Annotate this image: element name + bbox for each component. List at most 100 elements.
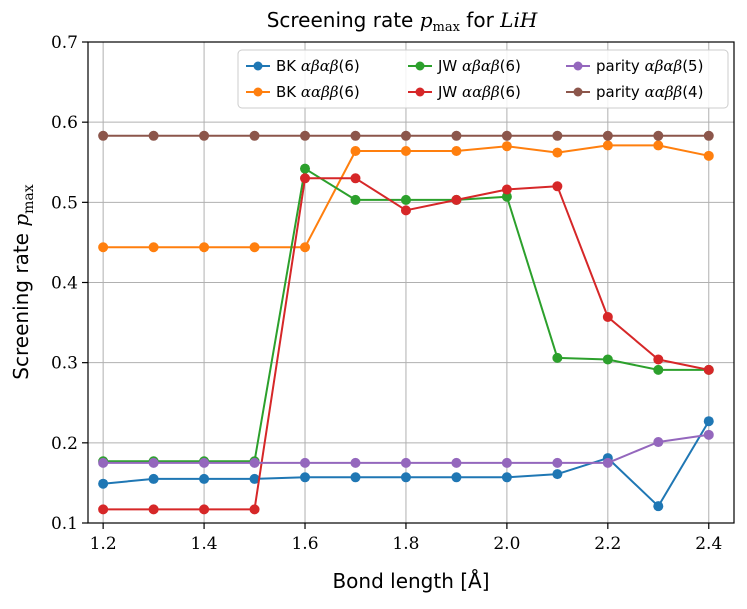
data-point <box>199 504 210 515</box>
axis-ticks: 1.2 1.4 1.6 1.8 2.0 2.2 2.4 0.1 0.2 0.3 0.4 0.5 0.6 0… <box>51 33 722 554</box>
data-point <box>451 130 462 141</box>
y-tick-label: 0.5 <box>51 193 78 213</box>
data-point <box>400 130 411 141</box>
data-point <box>148 242 159 253</box>
data-point <box>350 146 361 157</box>
legend-swatch-marker <box>573 87 583 97</box>
data-point <box>400 205 411 216</box>
series-4 <box>98 429 714 468</box>
legend-entry-bk-abab: BK αβαβ(6) <box>246 57 360 75</box>
data-point <box>98 478 109 489</box>
x-tick-label: 2.4 <box>695 534 722 554</box>
data-point <box>148 130 159 141</box>
data-point <box>703 150 714 161</box>
series-1 <box>98 140 714 253</box>
legend-swatch-marker <box>253 87 263 97</box>
legend-label: BK ααββ(6) <box>276 83 360 101</box>
series-layer <box>98 130 714 515</box>
data-point <box>249 473 260 484</box>
data-point <box>249 504 260 515</box>
data-point <box>653 501 664 512</box>
data-point <box>703 130 714 141</box>
x-tick-label: 1.8 <box>392 534 419 554</box>
legend-box <box>237 49 729 109</box>
x-tick-label: 1.6 <box>291 534 318 554</box>
series-3 <box>98 173 714 515</box>
data-point <box>602 130 613 141</box>
data-point <box>98 130 109 141</box>
data-point <box>249 130 260 141</box>
data-point <box>653 354 664 365</box>
data-point <box>602 354 613 365</box>
data-point <box>451 457 462 468</box>
y-tick-label: 0.1 <box>51 514 78 534</box>
x-tick-label: 1.2 <box>90 534 117 554</box>
data-point <box>300 173 311 184</box>
data-point <box>400 194 411 205</box>
data-point <box>148 473 159 484</box>
data-point <box>199 473 210 484</box>
data-point <box>350 472 361 483</box>
legend-swatch-marker <box>253 61 263 71</box>
data-point <box>552 147 563 158</box>
data-point <box>451 194 462 205</box>
legend-entry-bk-aabb: BK ααββ(6) <box>246 83 360 101</box>
data-point <box>98 504 109 515</box>
x-tick-label: 2.2 <box>594 534 621 554</box>
legend-label: JW ααββ(6) <box>437 83 521 101</box>
data-point <box>451 146 462 157</box>
data-point <box>602 311 613 322</box>
data-point <box>249 242 260 253</box>
data-point <box>300 130 311 141</box>
data-point <box>400 472 411 483</box>
data-point <box>300 242 311 253</box>
y-tick-label: 0.4 <box>51 274 78 294</box>
data-point <box>653 437 664 448</box>
data-point <box>199 457 210 468</box>
data-point <box>148 457 159 468</box>
y-tick-label: 0.2 <box>51 434 78 454</box>
data-point <box>400 457 411 468</box>
series-5 <box>98 130 714 141</box>
data-point <box>552 352 563 363</box>
data-point <box>552 469 563 480</box>
data-point <box>653 130 664 141</box>
chart-title: Screening rate pmax for LiH <box>267 8 538 35</box>
data-point <box>501 472 512 483</box>
data-point <box>653 364 664 375</box>
y-tick-label: 0.6 <box>51 113 78 133</box>
data-point <box>501 130 512 141</box>
legend-entry-parity-aabb: parity ααββ(4) <box>566 83 703 101</box>
data-point <box>350 173 361 184</box>
data-point <box>703 364 714 375</box>
legend-entry-jw-aabb: JW ααββ(6) <box>408 83 521 101</box>
legend: BK αβαβ(6) BK ααββ(6) JW αβαβ(6) JW ααββ… <box>237 49 729 109</box>
data-point <box>501 191 512 202</box>
legend-entry-parity-abab: parity αβαβ(5) <box>566 57 703 75</box>
data-point <box>300 163 311 174</box>
y-tick-label: 0.7 <box>51 33 78 53</box>
legend-swatch-marker <box>573 61 583 71</box>
legend-label: BK αβαβ(6) <box>276 57 360 75</box>
legend-swatch-marker <box>415 61 425 71</box>
x-tick-label: 2.0 <box>493 534 520 554</box>
legend-label: parity ααββ(4) <box>596 83 703 101</box>
legend-label: JW αβαβ(6) <box>437 57 521 75</box>
data-point <box>451 472 462 483</box>
data-point <box>703 416 714 427</box>
x-tick-label: 1.4 <box>191 534 218 554</box>
y-axis-label: Screening rate pmax <box>9 184 37 379</box>
data-point <box>350 194 361 205</box>
data-point <box>300 472 311 483</box>
data-point <box>602 140 613 151</box>
data-point <box>602 457 613 468</box>
legend-label: parity αβαβ(5) <box>596 57 703 75</box>
data-point <box>501 184 512 195</box>
data-point <box>98 457 109 468</box>
data-point <box>400 146 411 157</box>
data-point <box>199 242 210 253</box>
data-point <box>148 504 159 515</box>
legend-entry-jw-abab: JW αβαβ(6) <box>408 57 521 75</box>
data-point <box>653 140 664 151</box>
